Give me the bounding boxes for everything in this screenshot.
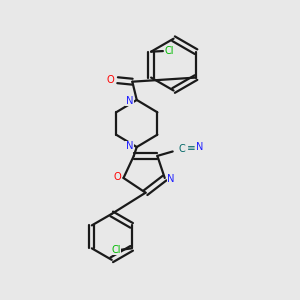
Text: N: N <box>196 142 203 152</box>
Text: N: N <box>167 174 175 184</box>
Text: C: C <box>178 144 185 154</box>
Text: O: O <box>107 75 115 85</box>
Text: N: N <box>126 142 133 152</box>
Text: N: N <box>126 95 133 106</box>
Text: Cl: Cl <box>111 245 121 255</box>
Text: O: O <box>113 172 121 182</box>
Text: ≡: ≡ <box>187 143 195 153</box>
Text: Cl: Cl <box>164 46 173 56</box>
